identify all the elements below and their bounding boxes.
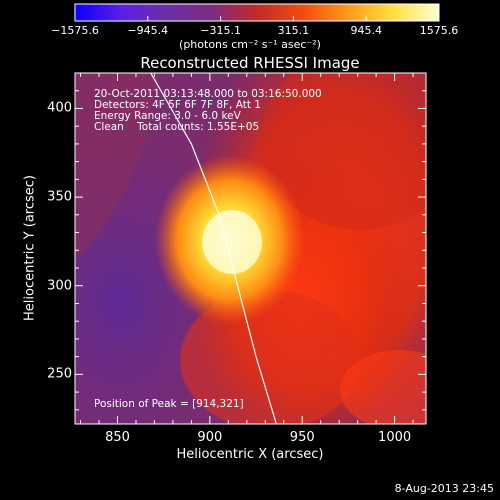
colorbar-tick-label: 315.1 — [277, 24, 310, 37]
x-tick-label: 1000 — [378, 430, 412, 445]
colorbar-tick-label: −315.1 — [200, 24, 241, 37]
colorbar-tick-label: 945.4 — [350, 24, 382, 37]
annotation-detectors: Detectors: 4F 5F 6F 7F 8F, Att 1 — [94, 99, 261, 111]
annotation-time: 20-Oct-2011 03:13:48.000 to 03:16:50.000 — [94, 88, 322, 100]
axis-ticks — [75, 73, 426, 424]
y-tick-label: 250 — [47, 366, 72, 382]
solar-limb-line — [150, 73, 277, 424]
plot-title: Reconstructed RHESSI Image — [140, 54, 360, 72]
y-axis-label: Heliocentric Y (arcsec) — [22, 175, 38, 321]
y-tick-label: 300 — [47, 278, 72, 294]
colorbar-ticks — [74, 16, 440, 21]
colorbar-units: (photons cm⁻² s⁻¹ asec⁻²) — [179, 38, 321, 51]
colorbar-tick-label: −1575.6 — [51, 24, 99, 37]
x-tick-label: 900 — [197, 430, 223, 445]
peak-position-label: Position of Peak = [914,321] — [94, 398, 244, 410]
colorbar — [74, 3, 440, 22]
colorbar-tick-label: −945.4 — [127, 24, 169, 37]
x-axis-label: Heliocentric X (arcsec) — [176, 447, 324, 462]
y-tick-label: 400 — [47, 100, 72, 116]
y-tick-label: 350 — [47, 189, 72, 205]
annotation-clean-counts: Clean Total counts: 1.55E+05 — [94, 121, 260, 133]
x-tick-label: 850 — [105, 430, 130, 445]
annotation-energy: Energy Range: 3.0 - 6.0 keV — [94, 110, 241, 122]
plot-frame — [74, 72, 427, 425]
heatmap-image — [75, 73, 426, 424]
colorbar-tick-label: 1575.6 — [419, 24, 459, 37]
footer-timestamp: 8-Aug-2013 23:45 — [394, 482, 494, 495]
x-tick-label: 950 — [289, 430, 315, 445]
